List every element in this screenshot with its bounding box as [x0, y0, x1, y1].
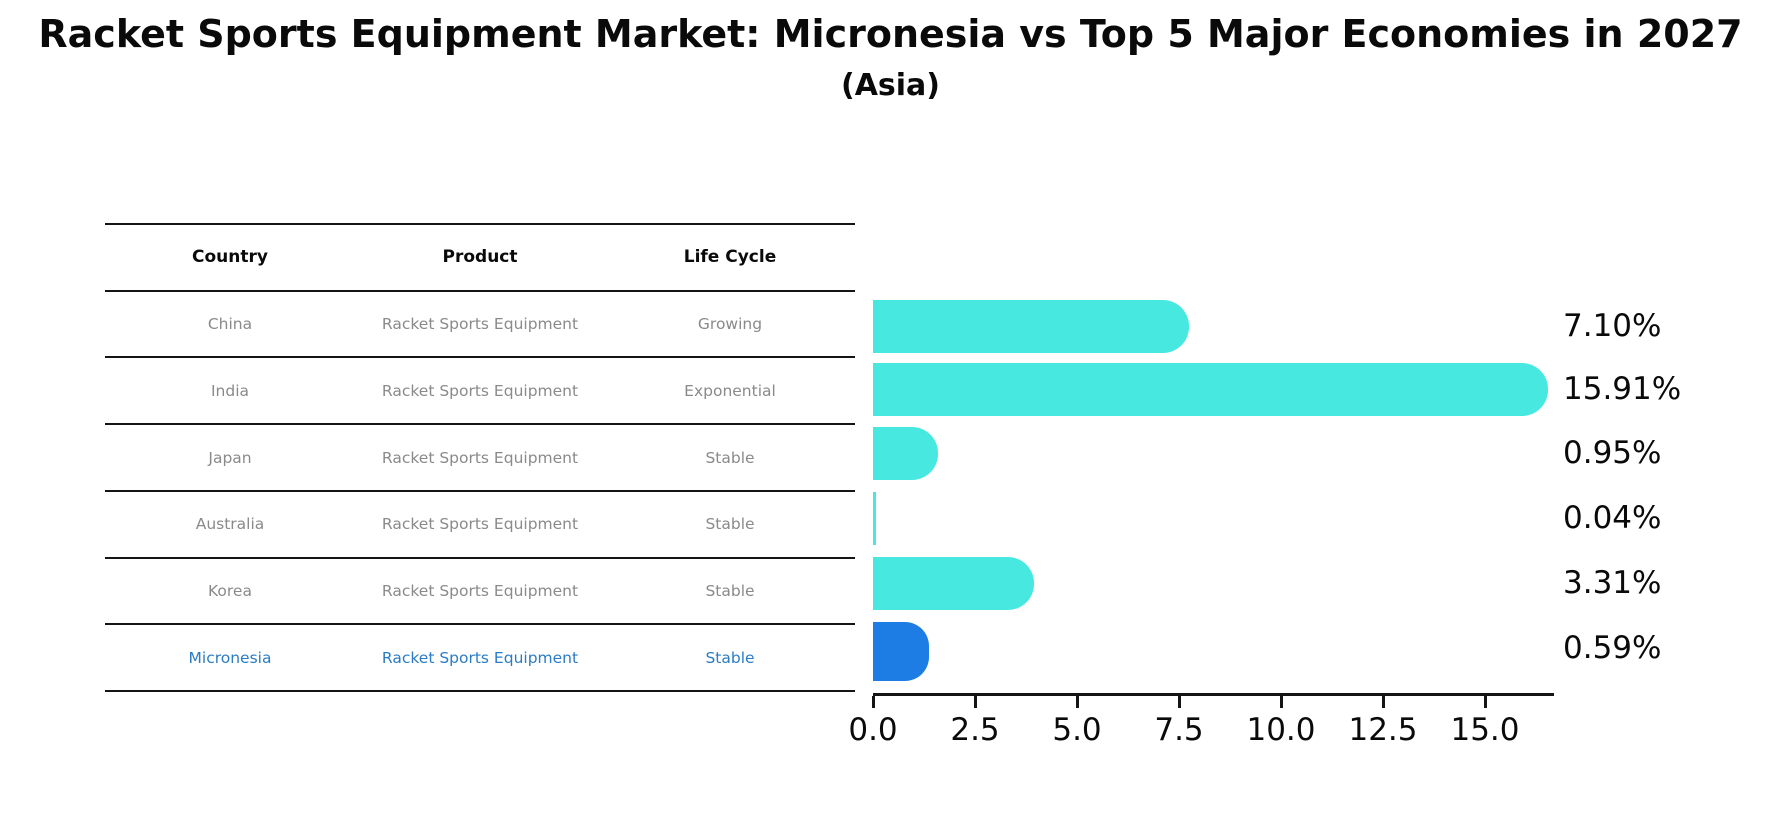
cell-product: Racket Sports Equipment: [381, 381, 579, 400]
cell-lifecycle: Exponential: [684, 381, 776, 400]
column-header-lifecycle: Life Cycle: [683, 247, 777, 268]
bar-japan: [873, 427, 938, 480]
value-label: 3.31%: [1563, 565, 1662, 601]
page-subtitle: (Asia): [840, 68, 941, 103]
value-label: 0.95%: [1563, 435, 1662, 471]
cell-country: India: [210, 381, 250, 400]
table-row: Japan Racket Sports Equipment Stable: [105, 423, 855, 490]
x-axis-tick-label: 15.0: [1450, 712, 1520, 748]
cell-product: Racket Sports Equipment: [381, 648, 579, 667]
column-header-product: Product: [442, 247, 518, 268]
value-label: 7.10%: [1563, 308, 1662, 344]
cell-product: Racket Sports Equipment: [381, 581, 579, 600]
cell-country: Korea: [208, 581, 252, 600]
table-row: India Racket Sports Equipment Exponentia…: [105, 356, 855, 423]
x-axis-tick-label: 0.0: [848, 712, 898, 748]
x-axis-tick: [973, 696, 977, 708]
x-axis-tick: [1279, 696, 1283, 708]
cell-product: Racket Sports Equipment: [381, 315, 579, 334]
x-axis-line: [873, 693, 1554, 696]
cell-lifecycle: Stable: [705, 648, 755, 667]
cell-country: China: [207, 315, 253, 334]
table-row: Australia Racket Sports Equipment Stable: [105, 489, 855, 557]
value-label: 0.59%: [1563, 630, 1662, 666]
table-row: Korea Racket Sports Equipment Stable: [105, 556, 855, 624]
table-row: Micronesia Racket Sports Equipment Stabl…: [105, 623, 855, 690]
x-axis-tick-label: 2.5: [950, 712, 1000, 748]
x-axis-tick: [1381, 696, 1385, 708]
bar-china: [873, 300, 1189, 353]
x-axis-tick-label: 10.0: [1246, 712, 1316, 748]
cell-lifecycle: Stable: [705, 515, 755, 534]
cell-product: Racket Sports Equipment: [381, 448, 579, 467]
data-table: Country Product Life Cycle China Racket …: [105, 223, 855, 692]
value-label: 15.91%: [1563, 371, 1682, 407]
column-header-country: Country: [192, 247, 268, 268]
cell-product: Racket Sports Equipment: [381, 515, 579, 534]
x-axis-tick: [1483, 696, 1487, 708]
cell-lifecycle: Stable: [705, 581, 755, 600]
x-axis-tick: [1075, 696, 1079, 708]
table-row: China Racket Sports Equipment Growing: [105, 289, 855, 357]
bar-korea: [873, 557, 1035, 610]
x-axis-tick-label: 7.5: [1154, 712, 1204, 748]
bar-india: [873, 363, 1549, 416]
page-title: Racket Sports Equipment Market: Micrones…: [38, 12, 1743, 56]
x-axis-tick: [1177, 696, 1181, 708]
cell-lifecycle: Growing: [697, 315, 763, 334]
value-label: 0.04%: [1563, 500, 1662, 536]
x-axis-tick-label: 12.5: [1348, 712, 1418, 748]
cell-country: Australia: [195, 515, 265, 534]
x-axis-tick-label: 5.0: [1052, 712, 1102, 748]
cell-country: Micronesia: [188, 648, 272, 667]
x-axis-tick: [871, 696, 875, 708]
bar-micronesia: [873, 622, 930, 681]
table-header-row: Country Product Life Cycle: [105, 223, 855, 290]
bar-australia: [873, 492, 876, 545]
cell-lifecycle: Stable: [705, 448, 755, 467]
cell-country: Japan: [208, 448, 252, 467]
